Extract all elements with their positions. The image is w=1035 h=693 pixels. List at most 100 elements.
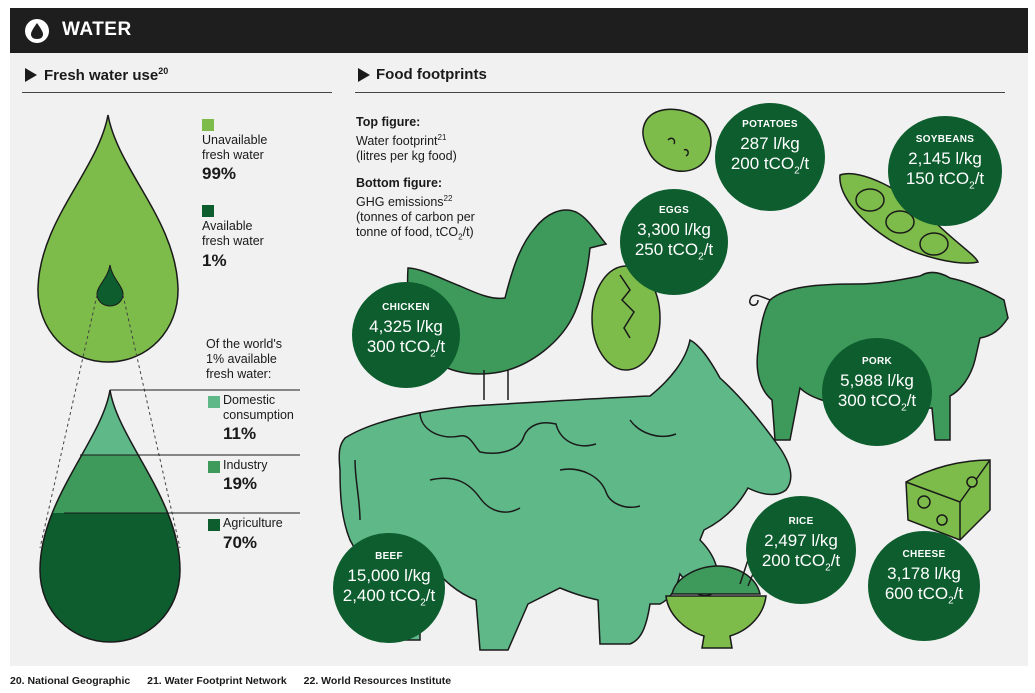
fresh-water-title-ref: 20 xyxy=(158,66,169,76)
of-world-text: Of the world's 1% available fresh water: xyxy=(206,337,282,382)
pork-name: PORK xyxy=(861,356,893,367)
top-figure-line2: (litres per kg food) xyxy=(356,149,457,164)
rice-name: RICE xyxy=(788,516,814,527)
potatoes-circle: POTATOES 287 l/kg 200 tCO2/t xyxy=(715,103,825,211)
available-label-line1: Available xyxy=(202,219,253,233)
eggs-water: 3,300 l/kg xyxy=(637,220,711,239)
page-title: WATER xyxy=(62,19,132,40)
potato-illustration xyxy=(642,108,712,172)
rice-bowl-illustration xyxy=(665,547,767,649)
unavailable-value: 99% xyxy=(202,164,237,183)
top-figure-ref: 21 xyxy=(437,133,447,142)
small-water-drop xyxy=(96,264,124,307)
chicken-circle: CHICKEN 4,325 l/kg 300 tCO2/t xyxy=(352,282,460,388)
domestic-label-line1: Domestic xyxy=(223,393,276,407)
industry-value: 19% xyxy=(223,474,258,493)
domestic-legend-swatch xyxy=(208,396,220,408)
potatoes-ghg-sub: 2 xyxy=(794,165,800,177)
soybeans-ghg-sub: 2 xyxy=(969,180,975,192)
eggs-name: EGGS xyxy=(658,205,690,216)
rice-circle: RICE 2,497 l/kg 200 tCO2/t xyxy=(746,496,856,604)
pork-water: 5,988 l/kg xyxy=(840,371,914,390)
beef-ghg-sub: 2 xyxy=(420,597,426,609)
cheese-ghg: 600 tCO2/t xyxy=(868,584,980,611)
bottom-figure-line2: (tonnes of carbon per xyxy=(356,210,475,225)
pork-ghg-text: 300 tCO xyxy=(837,391,902,410)
agriculture-value: 70% xyxy=(223,533,258,552)
eggs-ghg: 250 tCO2/t xyxy=(620,240,728,267)
unavailable-label-line1: Unavailable xyxy=(202,133,268,147)
fresh-water-divider xyxy=(22,92,332,93)
soybeans-name: SOYBEANS xyxy=(915,134,975,145)
connector-lines xyxy=(39,294,181,549)
cheese-ghg-sub: 2 xyxy=(948,595,954,607)
available-legend-swatch xyxy=(202,205,214,217)
pork-ghg-unit: /t xyxy=(906,391,917,410)
pork-circle: PORK 5,988 l/kg 300 tCO2/t xyxy=(822,338,932,446)
fresh-water-arrow-icon xyxy=(25,68,37,82)
cheese-name: CHEESE xyxy=(902,549,946,560)
bottom-figure-title: Bottom figure: xyxy=(356,176,475,191)
food-footprints-arrow-icon xyxy=(358,68,370,82)
potatoes-water: 287 l/kg xyxy=(740,134,800,153)
chicken-ghg-unit: /t xyxy=(435,337,446,356)
chicken-ghg-text: 300 tCO xyxy=(366,337,431,356)
cheese-water: 3,178 l/kg xyxy=(887,564,961,583)
chicken-water: 4,325 l/kg xyxy=(369,317,443,336)
pork-ghg-sub: 2 xyxy=(901,402,907,414)
top-figure-title-text: Top figure: xyxy=(356,115,421,129)
unavailable-legend-label: Unavailable fresh water xyxy=(202,133,267,163)
available-value: 1% xyxy=(202,251,227,270)
top-figure-note: Top figure: Water footprint21 (litres pe… xyxy=(356,115,457,164)
header-bar xyxy=(10,8,1028,53)
bottom-figure-ref: 22 xyxy=(443,194,453,203)
footer-ref-22: 22. World Resources Institute xyxy=(303,675,452,687)
footer-ref-20: 20. National Geographic xyxy=(10,675,131,687)
potatoes-ghg-unit: /t xyxy=(799,154,810,173)
pork-ghg: 300 tCO2/t xyxy=(822,391,932,418)
bottom-figure-subscript: 2 xyxy=(458,232,463,242)
rice-ghg-sub: 2 xyxy=(825,562,831,574)
water-drop-icon xyxy=(25,19,49,43)
beef-ghg: 2,400 tCO2/t xyxy=(333,586,445,613)
rice-water: 2,497 l/kg xyxy=(764,531,838,550)
footer-references: 20. National Geographic 21. Water Footpr… xyxy=(10,675,465,687)
rice-ghg-unit: /t xyxy=(830,551,841,570)
rice-ghg-text: 200 tCO xyxy=(761,551,826,570)
available-legend-label: Available fresh water xyxy=(202,219,264,249)
of-world-line2: 1% available xyxy=(206,352,277,366)
unavailable-legend-swatch xyxy=(202,119,214,131)
bottom-figure-line1: GHG emissions22 xyxy=(356,191,475,210)
agriculture-layer xyxy=(40,513,180,642)
food-footprints-title: Food footprints xyxy=(376,66,487,83)
cheese-ghg-text: 600 tCO xyxy=(884,584,949,603)
industry-legend-swatch xyxy=(208,461,220,473)
bottom-figure-line3-text: tonne of food, tCO xyxy=(356,225,459,240)
fresh-water-title-text: Fresh water use xyxy=(44,67,159,84)
agriculture-legend-label: Agriculture xyxy=(223,516,283,530)
beef-circle: BEEF 15,000 l/kg 2,400 tCO2/t xyxy=(333,533,445,643)
potatoes-ghg-text: 200 tCO xyxy=(730,154,795,173)
big-water-drop xyxy=(37,114,179,363)
food-footprints-divider xyxy=(355,92,1005,93)
beef-water: 15,000 l/kg xyxy=(347,566,431,585)
domestic-legend-label: Domestic consumption xyxy=(223,393,294,423)
cheese-ghg-unit: /t xyxy=(953,584,964,603)
top-figure-title: Top figure: xyxy=(356,115,457,130)
top-figure-line1-text: Water footprint xyxy=(356,134,438,149)
bottom-figure-line1-text: GHG emissions xyxy=(356,195,444,210)
soybeans-circle: SOYBEANS 2,145 l/kg 150 tCO2/t xyxy=(888,116,1002,226)
unavailable-label-line2: fresh water xyxy=(202,148,264,162)
eggs-ghg-text: 250 tCO xyxy=(634,240,699,259)
domestic-label-line2: consumption xyxy=(223,408,294,422)
eggs-ghg-unit: /t xyxy=(703,240,714,259)
top-figure-line1: Water footprint21 xyxy=(356,130,457,149)
soybeans-water: 2,145 l/kg xyxy=(908,149,982,168)
cheese-circle: CHEESE 3,178 l/kg 600 tCO2/t xyxy=(868,531,980,641)
domestic-layer xyxy=(40,390,180,455)
potatoes-name: POTATOES xyxy=(742,119,798,130)
soybeans-ghg-text: 150 tCO xyxy=(905,169,970,188)
cheese-illustration xyxy=(905,459,991,541)
chicken-ghg-sub: 2 xyxy=(430,348,436,360)
